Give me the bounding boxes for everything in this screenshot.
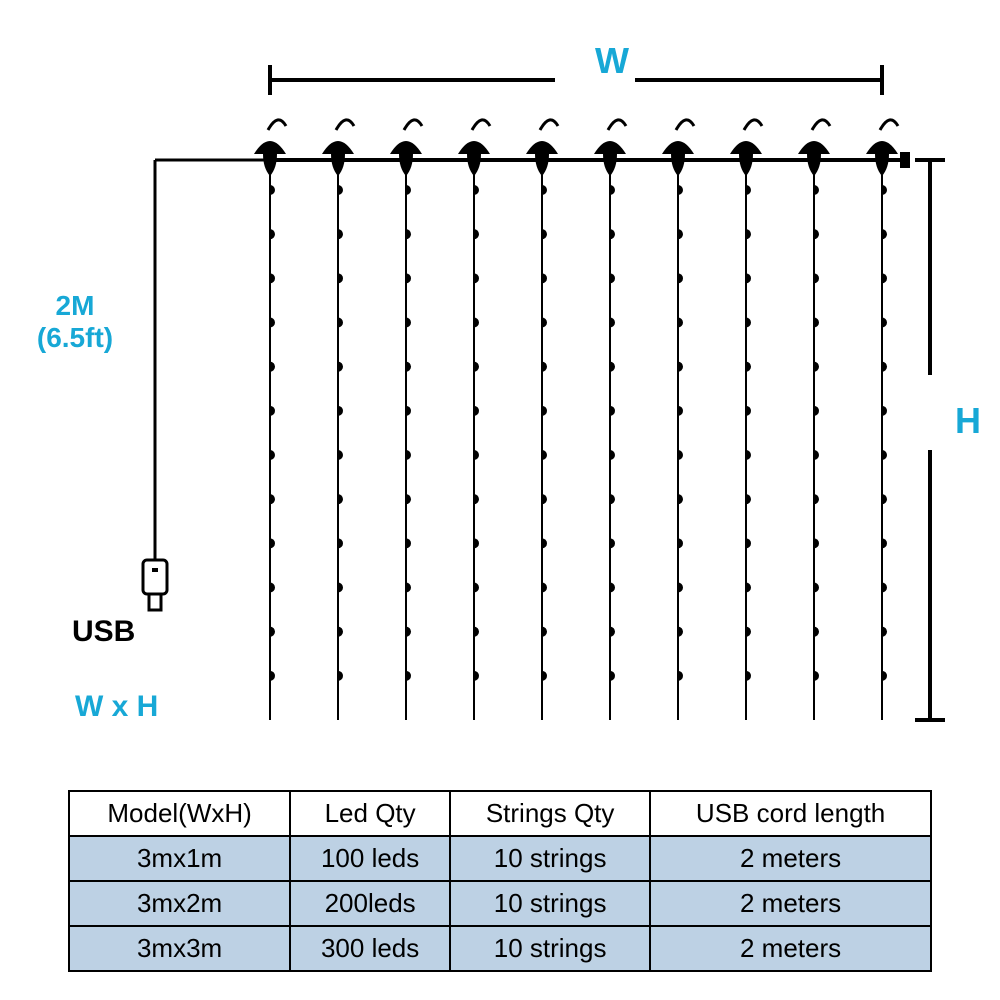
table-cell: 3mx1m	[69, 836, 290, 881]
table-header-cell: Led Qty	[290, 791, 450, 836]
table-row: 3mx1m100 leds10 strings2 meters	[69, 836, 931, 881]
spec-table: Model(WxH)Led QtyStrings QtyUSB cord len…	[68, 790, 932, 972]
table-header-cell: USB cord length	[650, 791, 931, 836]
table-cell: 300 leds	[290, 926, 450, 971]
table-cell: 10 strings	[450, 836, 650, 881]
width-label: W	[595, 40, 629, 82]
table-cell: 10 strings	[450, 926, 650, 971]
table-cell: 100 leds	[290, 836, 450, 881]
cord-length-line2: (6.5ft)	[20, 322, 130, 354]
table-row: 3mx2m200leds10 strings2 meters	[69, 881, 931, 926]
cord-length-line1: 2M	[20, 290, 130, 322]
table-body: 3mx1m100 leds10 strings2 meters3mx2m200l…	[69, 836, 931, 971]
table-cell: 2 meters	[650, 836, 931, 881]
table-header-row: Model(WxH)Led QtyStrings QtyUSB cord len…	[69, 791, 931, 836]
table-row: 3mx3m300 leds10 strings2 meters	[69, 926, 931, 971]
spec-table-container: Model(WxH)Led QtyStrings QtyUSB cord len…	[68, 790, 932, 972]
table-cell: 2 meters	[650, 926, 931, 971]
table-cell: 3mx3m	[69, 926, 290, 971]
usb-label: USB	[72, 615, 135, 649]
cord-length-label: 2M (6.5ft)	[20, 290, 130, 354]
table-cell: 2 meters	[650, 881, 931, 926]
table-cell: 3mx2m	[69, 881, 290, 926]
height-label: H	[955, 400, 981, 442]
dimension-label: W x H	[75, 690, 158, 724]
table-header-cell: Model(WxH)	[69, 791, 290, 836]
diagram-svg	[60, 30, 1000, 770]
table-header-cell: Strings Qty	[450, 791, 650, 836]
table-cell: 200leds	[290, 881, 450, 926]
table-cell: 10 strings	[450, 881, 650, 926]
led-curtain-diagram: W H 2M (6.5ft) USB W x H	[60, 30, 940, 730]
